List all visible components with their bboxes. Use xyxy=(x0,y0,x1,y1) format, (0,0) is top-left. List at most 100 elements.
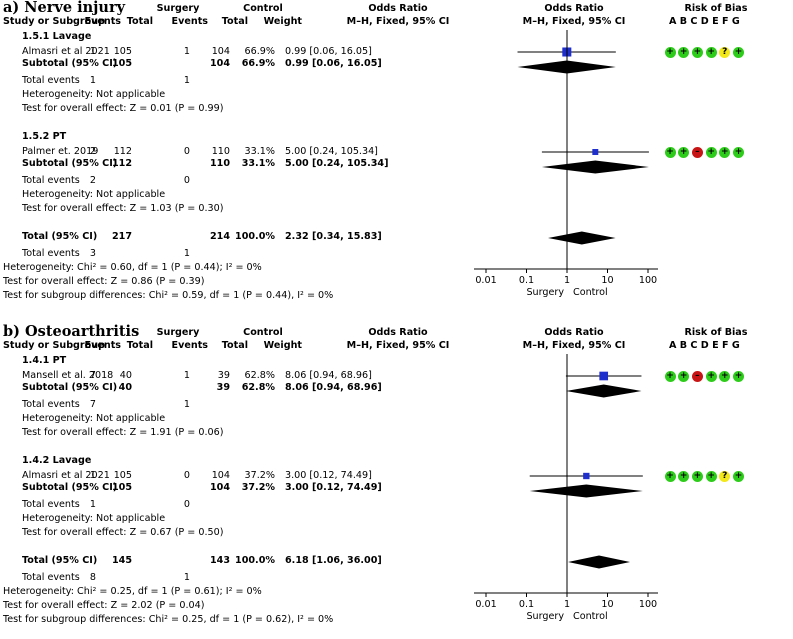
or-method-header: M–H, Fixed, 95% CI xyxy=(346,340,450,351)
x-axis-tick-label: 1 xyxy=(563,599,571,610)
point-estimate-marker xyxy=(583,472,590,480)
total-surgery: 217 xyxy=(111,231,132,242)
subgroup-differences-text: Test for subgroup differences: Chi² = 0.… xyxy=(3,290,334,301)
control-events: 0 xyxy=(183,146,190,157)
odds-ratio-ci: 8.06 [0.94, 68.96] xyxy=(285,370,372,381)
risk-of-bias-low-icon: + xyxy=(719,146,731,158)
subtotal-surgery-total: 105 xyxy=(111,58,132,69)
total-events-surgery: 1 xyxy=(89,499,96,510)
total-ci: 6.18 [1.06, 36.00] xyxy=(285,555,382,566)
subgroup-heading: 1.4.1 PT xyxy=(22,355,67,366)
risk-of-bias-low-icon: + xyxy=(664,370,676,382)
control-events-header: Events xyxy=(171,16,208,27)
subgroup-heading: 1.5.2 PT xyxy=(22,131,67,142)
total-events-label: Total events xyxy=(22,572,80,583)
study-header: Study or Subgroup xyxy=(3,340,105,351)
x-axis-tick-label: 0.01 xyxy=(475,275,497,286)
point-estimate-marker xyxy=(599,371,609,381)
total-events-label: Total events xyxy=(22,248,80,259)
x-axis-tick-label: 1 xyxy=(563,275,571,286)
total-events-label: Total events xyxy=(22,399,80,410)
risk-of-bias-unclear-icon: ? xyxy=(719,46,731,58)
total-events-surgery: 7 xyxy=(89,399,96,410)
favours-surgery-label: Surgery xyxy=(526,611,564,622)
risk-of-bias-low-icon: + xyxy=(719,370,731,382)
control-total: 104 xyxy=(211,46,230,57)
subtotal-label: Subtotal (95% CI) xyxy=(22,158,118,169)
risk-of-bias-low-icon: + xyxy=(678,370,690,382)
risk-of-bias-low-icon: + xyxy=(733,146,744,158)
surgery-total: 105 xyxy=(113,46,132,57)
surgery-header: Surgery xyxy=(156,327,200,338)
overall-effect-text: Test for overall effect: Z = 0.01 (P = 0… xyxy=(22,103,224,114)
subtotal-weight: 33.1% xyxy=(241,158,275,169)
total-diamond xyxy=(548,231,616,245)
control-events: 1 xyxy=(183,370,190,381)
control-total-header: Total xyxy=(221,340,248,351)
subtotal-surgery-total: 112 xyxy=(111,158,132,169)
or-plot-header: Odds Ratio xyxy=(544,327,604,338)
control-header: Control xyxy=(243,3,283,14)
or-method-header: M–H, Fixed, 95% CI xyxy=(346,16,450,27)
heterogeneity-text: Heterogeneity: Not applicable xyxy=(22,189,166,200)
risk-of-bias-low-icon: + xyxy=(664,470,676,482)
weight-header: Weight xyxy=(263,16,302,27)
total-diamond xyxy=(568,555,631,569)
subtotal-label: Subtotal (95% CI) xyxy=(22,58,118,69)
risk-of-bias-low-icon: + xyxy=(664,46,676,58)
subtotal-ci: 3.00 [0.12, 74.49] xyxy=(285,482,382,493)
risk-of-bias-header: Risk of Bias xyxy=(684,3,748,14)
or-column-header: Odds Ratio xyxy=(368,3,428,14)
risk-of-bias-low-icon: + xyxy=(733,470,744,482)
study-name: Almasri et al 2021 xyxy=(22,46,110,57)
weight: 33.1% xyxy=(244,146,275,157)
subtotal-label: Subtotal (95% CI) xyxy=(22,382,118,393)
subgroup-differences-text: Test for subgroup differences: Chi² = 0.… xyxy=(3,614,334,625)
risk-of-bias-high-icon: – xyxy=(691,370,703,382)
favours-surgery-label: Surgery xyxy=(526,287,564,298)
total-events-control: 1 xyxy=(183,75,190,86)
overall-effect-text: Test for overall effect: Z = 2.02 (P = 0… xyxy=(3,600,205,611)
subtotal-control-total: 104 xyxy=(209,58,230,69)
total-events-control: 0 xyxy=(183,499,190,510)
x-axis-tick-label: 100 xyxy=(638,599,658,610)
odds-ratio-ci: 0.99 [0.06, 16.05] xyxy=(285,46,372,57)
panel-title: b) Osteoarthritis xyxy=(3,323,140,340)
heterogeneity-text: Heterogeneity: Chi² = 0.25, df = 1 (P = … xyxy=(3,586,262,597)
subtotal-weight: 37.2% xyxy=(241,482,275,493)
subtotal-control-total: 104 xyxy=(209,482,230,493)
surgery-events: 2 xyxy=(89,146,96,157)
control-header: Control xyxy=(243,327,283,338)
total-weight: 100.0% xyxy=(235,231,275,242)
heterogeneity-text: Heterogeneity: Not applicable xyxy=(22,413,166,424)
weight: 62.8% xyxy=(244,370,275,381)
total-events-label: Total events xyxy=(22,499,80,510)
subtotal-ci: 0.99 [0.06, 16.05] xyxy=(285,58,382,69)
x-axis-tick-label: 0.1 xyxy=(518,599,535,610)
favours-control-label: Control xyxy=(573,287,608,298)
heterogeneity-text: Heterogeneity: Not applicable xyxy=(22,89,166,100)
x-axis-tick-label: 100 xyxy=(638,275,658,286)
total-surgery: 145 xyxy=(111,555,132,566)
x-axis-tick-label: 10 xyxy=(601,275,614,286)
subgroup-heading: 1.5.1 Lavage xyxy=(22,31,92,42)
total-events-control: 1 xyxy=(183,399,190,410)
risk-of-bias-low-icon: + xyxy=(664,146,676,158)
favours-control-label: Control xyxy=(573,611,608,622)
total-events-surgery: 3 xyxy=(89,248,96,259)
risk-of-bias-low-icon: + xyxy=(705,370,717,382)
risk-of-bias-low-icon: + xyxy=(678,46,690,58)
total-events-label: Total events xyxy=(22,75,80,86)
subtotal-diamond xyxy=(529,484,643,498)
risk-of-bias-low-icon: + xyxy=(705,146,717,158)
surgery-events-header: Events xyxy=(84,16,121,27)
total-events-control: 1 xyxy=(183,248,190,259)
surgery-events-header: Events xyxy=(84,340,121,351)
rob-letters-header: A B C D E F G xyxy=(669,340,740,351)
risk-of-bias-low-icon: + xyxy=(705,46,717,58)
subtotal-control-total: 110 xyxy=(209,158,230,169)
odds-ratio-ci: 5.00 [0.24, 105.34] xyxy=(285,146,378,157)
risk-of-bias-unclear-icon: ? xyxy=(719,470,731,482)
rob-letters-header: A B C D E F G xyxy=(669,16,740,27)
total-events-surgery: 8 xyxy=(89,572,96,583)
